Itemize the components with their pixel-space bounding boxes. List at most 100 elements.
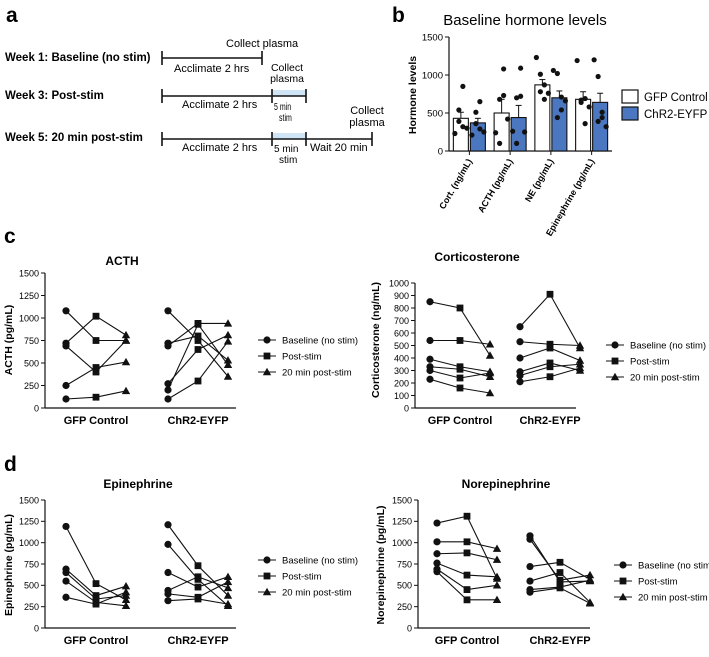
data-point-baseline xyxy=(164,521,172,529)
b-data-point xyxy=(591,57,597,63)
y-tick-label: 250 xyxy=(397,602,412,612)
legend-marker-post-stim xyxy=(263,572,271,580)
y-tick-label: 750 xyxy=(24,336,39,346)
data-point-post-stim xyxy=(92,595,100,603)
b-data-point xyxy=(574,57,580,64)
chart-epinephrine-legend: Baseline (no stim) Post-stim 20 min post-s… xyxy=(258,556,358,599)
row-1-collect-label: Collect plasma xyxy=(226,38,299,50)
b-data-point xyxy=(541,96,547,102)
data-point-post-stim xyxy=(92,393,100,401)
data-point-post-stim xyxy=(194,320,202,328)
data-point-baseline xyxy=(62,522,70,531)
panel-b: b Baseline hormone levels Hormone levels… xyxy=(392,4,708,238)
legend-marker-baseline-no-stim xyxy=(611,341,619,349)
legend-marker-20-min-post-stim xyxy=(262,367,272,376)
b-data-point xyxy=(505,116,511,122)
data-point-20-min-post-stim xyxy=(485,351,495,359)
data-point-baseline xyxy=(164,540,172,548)
legend-label-baseline-no-stim: Baseline (no stim) xyxy=(282,336,358,347)
b-data-point xyxy=(501,92,507,99)
data-point-baseline xyxy=(164,590,172,598)
chart-acth-legend: Baseline (no stim) Post-stim 20 min post-s… xyxy=(258,336,358,379)
data-point-20-min-post-stim xyxy=(121,386,131,395)
data-point-20-min-post-stim xyxy=(492,555,502,563)
data-point-20-min-post-stim xyxy=(485,340,495,348)
data-point-baseline xyxy=(426,375,434,383)
legend-label-gfp-control: GFP Control xyxy=(644,92,708,104)
data-point-post-stim xyxy=(194,595,202,603)
legend-marker-baseline-no-stim xyxy=(263,556,271,564)
b-data-point xyxy=(456,107,462,113)
legend-label-20-min-post-stim: 20 min post-stim xyxy=(638,593,708,604)
data-point-20-min-post-stim xyxy=(575,356,585,364)
b-y-tick-label: 1500 xyxy=(422,33,443,44)
data-point-20-min-post-stim xyxy=(223,360,233,368)
b-data-point xyxy=(554,114,560,121)
chart-b-ylabel: Hormone levels xyxy=(407,56,419,134)
data-point-baseline xyxy=(164,342,172,350)
data-point-20-min-post-stim xyxy=(223,319,233,327)
data-point-20-min-post-stim xyxy=(575,341,585,349)
data-point-post-stim xyxy=(546,340,554,348)
group-label-gfp-control: GFP Control xyxy=(435,635,500,647)
row-3-stim-label: 5 min stim xyxy=(274,144,298,166)
y-tick-label: 1250 xyxy=(392,517,412,527)
data-point-post-stim xyxy=(456,374,464,382)
b-x-tick-label: Epinephrine (pg/mL) xyxy=(544,157,596,238)
data-point-20-min-post-stim xyxy=(485,372,495,380)
data-point-20-min-post-stim xyxy=(223,599,233,608)
panel-c: c ACTH ACTH (pg/mL) 02505007501000125015… xyxy=(3,225,706,427)
b-y-tick-label: 1000 xyxy=(422,71,443,82)
legend-swatch-gfp-control xyxy=(621,89,639,104)
chart-epinephrine-ylabel: Epinephrine (pg/mL) xyxy=(3,514,15,616)
b-data-point xyxy=(456,118,462,124)
data-point-baseline xyxy=(433,538,441,546)
data-point-post-stim xyxy=(546,344,554,352)
panel-d-letter: d xyxy=(4,453,17,476)
chart-corticosterone-legend: Baseline (no stim) Post-stim 20 min post-s… xyxy=(606,341,706,384)
chart-norepinephrine-title: Norepinephrine xyxy=(462,477,551,491)
b-data-point xyxy=(477,126,483,132)
b-data-point xyxy=(481,129,487,135)
y-tick-label: 1500 xyxy=(19,268,39,278)
row-3-wait-label: Wait 20 min xyxy=(310,142,368,154)
group-label-chr2-eyfp: ChR2-EYFP xyxy=(529,635,590,647)
data-point-20-min-post-stim xyxy=(575,363,585,372)
data-point-post-stim xyxy=(92,592,100,599)
data-point-post-stim xyxy=(92,337,100,344)
data-point-20-min-post-stim xyxy=(223,591,233,599)
data-point-20-min-post-stim xyxy=(223,330,233,339)
data-point-post-stim xyxy=(92,580,100,588)
y-tick-label: 900 xyxy=(394,291,409,301)
data-point-post-stim xyxy=(194,346,202,353)
chart-epinephrine-plot: 0 250 500 750 1000 1250 1500 GFP Control ChR2-EY… xyxy=(19,495,236,647)
y-tick-label: 250 xyxy=(24,602,39,612)
b-data-point xyxy=(550,67,556,74)
data-point-post-stim xyxy=(92,600,100,608)
data-point-baseline xyxy=(62,381,70,390)
data-point-baseline xyxy=(62,593,70,601)
chart-acth-ylabel: ACTH (pg/mL) xyxy=(3,305,15,376)
b-data-point xyxy=(533,54,539,61)
b-x-tick-label: NE (pg/mL) xyxy=(523,157,556,204)
data-point-20-min-post-stim xyxy=(223,577,233,586)
data-point-20-min-post-stim xyxy=(121,336,131,344)
data-point-post-stim xyxy=(456,384,464,392)
data-point-post-stim xyxy=(456,365,464,373)
data-point-baseline xyxy=(516,354,524,362)
chart-corticosterone-plot: 0 100 200 300 400 500 600 700 800 900 1000 GFP Cont… xyxy=(389,278,585,427)
data-point-20-min-post-stim xyxy=(223,572,233,580)
data-point-baseline xyxy=(164,307,172,315)
b-data-point xyxy=(514,140,520,146)
chart-norepinephrine-plot: 0 250 500 750 1000 1250 1500 GFP Control ChR2-EY… xyxy=(392,495,595,647)
panel-a-letter: a xyxy=(6,4,18,27)
b-data-point xyxy=(582,95,588,102)
b-data-point xyxy=(518,65,524,71)
data-point-baseline xyxy=(164,568,172,577)
protocol-row-3-label: Week 5: 20 min post-stim xyxy=(5,132,143,144)
legend-label-20-min-post-stim: 20 min post-stim xyxy=(630,373,700,384)
b-data-point xyxy=(497,96,503,102)
y-tick-label: 1000 xyxy=(19,538,39,548)
data-point-baseline xyxy=(62,307,70,315)
